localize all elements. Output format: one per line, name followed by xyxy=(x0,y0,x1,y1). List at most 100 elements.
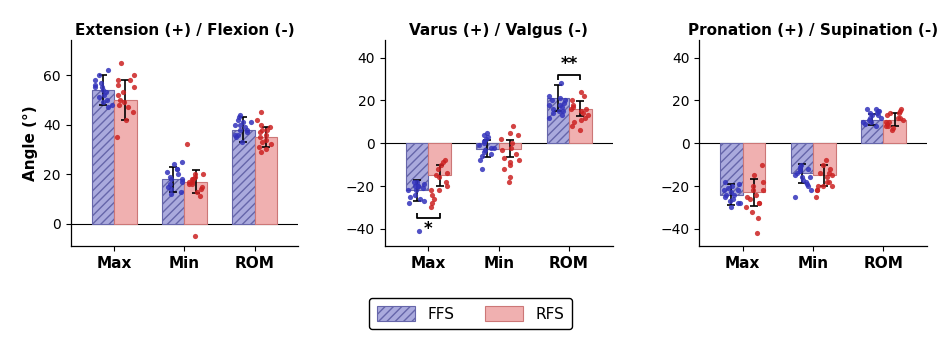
Point xyxy=(480,130,495,135)
Point xyxy=(411,228,426,234)
Point xyxy=(484,145,499,150)
Point xyxy=(260,127,275,132)
Point xyxy=(88,85,103,90)
Point xyxy=(504,141,519,146)
Point xyxy=(495,147,510,152)
Point xyxy=(751,215,766,221)
Point xyxy=(857,121,872,127)
Point xyxy=(401,188,416,193)
Point xyxy=(195,184,210,189)
Point xyxy=(263,142,279,147)
Point xyxy=(792,168,807,174)
Point xyxy=(235,120,250,125)
Point xyxy=(436,160,451,165)
Point xyxy=(88,78,103,83)
Point xyxy=(91,95,106,100)
Point xyxy=(882,119,897,124)
Point xyxy=(476,132,491,137)
Bar xyxy=(547,98,569,143)
Point xyxy=(502,162,518,167)
Point xyxy=(496,155,511,161)
Point xyxy=(800,166,815,172)
Point xyxy=(564,123,579,129)
Point xyxy=(486,145,502,150)
Point xyxy=(816,183,831,189)
Point xyxy=(745,209,760,214)
Point xyxy=(170,172,185,177)
Point xyxy=(431,175,446,180)
Point xyxy=(731,181,746,187)
Point xyxy=(863,111,878,116)
Point xyxy=(803,175,818,180)
Point xyxy=(870,109,885,114)
Point xyxy=(476,141,491,146)
Point xyxy=(869,123,884,129)
Point xyxy=(718,179,733,184)
Point xyxy=(239,127,254,132)
Bar xyxy=(114,100,136,224)
Point xyxy=(803,188,818,193)
Point xyxy=(880,121,895,127)
Bar xyxy=(720,143,742,195)
Point xyxy=(417,198,432,204)
Point xyxy=(173,189,188,194)
Point xyxy=(801,183,816,189)
Point xyxy=(810,188,825,193)
Point xyxy=(497,166,512,172)
Point xyxy=(231,115,247,120)
Point xyxy=(890,115,905,120)
Point xyxy=(546,106,561,112)
Point xyxy=(110,92,125,98)
Point xyxy=(512,158,527,163)
Point xyxy=(113,97,128,102)
Point xyxy=(472,158,487,163)
Point xyxy=(255,139,270,145)
Point xyxy=(253,110,268,115)
Point xyxy=(125,110,140,115)
Point xyxy=(407,179,422,184)
Point xyxy=(110,82,125,88)
Point xyxy=(869,106,884,112)
Point xyxy=(541,102,556,108)
Point xyxy=(159,169,174,175)
Point xyxy=(182,181,197,187)
Point xyxy=(403,194,418,200)
Point xyxy=(564,106,579,112)
Point xyxy=(580,113,595,118)
Point xyxy=(477,149,492,154)
Point xyxy=(808,194,823,200)
Point xyxy=(259,137,274,142)
Point xyxy=(412,196,427,202)
Point xyxy=(95,87,110,93)
Point xyxy=(163,177,178,182)
Point xyxy=(789,171,805,176)
Point xyxy=(167,161,182,167)
Point xyxy=(175,177,190,182)
Point xyxy=(229,134,244,140)
Point xyxy=(238,124,253,130)
Point xyxy=(476,139,491,144)
Point xyxy=(815,162,830,167)
Point xyxy=(578,115,593,120)
Point xyxy=(861,117,876,122)
Point xyxy=(426,196,441,202)
Point xyxy=(185,177,200,182)
Point xyxy=(720,185,735,191)
Point xyxy=(169,166,184,172)
Point xyxy=(557,98,572,103)
Point xyxy=(810,183,825,189)
Point xyxy=(99,90,114,95)
Point xyxy=(788,194,803,200)
Point xyxy=(439,171,455,176)
Point xyxy=(546,111,561,116)
Point xyxy=(185,177,200,182)
Point xyxy=(795,177,810,182)
Point xyxy=(254,149,269,155)
Point xyxy=(424,192,439,197)
Title: Extension (+) / Flexion (-): Extension (+) / Flexion (-) xyxy=(74,23,295,38)
Point xyxy=(471,143,486,148)
Point xyxy=(161,184,176,189)
Bar xyxy=(428,143,451,175)
Point xyxy=(184,181,199,187)
Point xyxy=(101,104,116,110)
